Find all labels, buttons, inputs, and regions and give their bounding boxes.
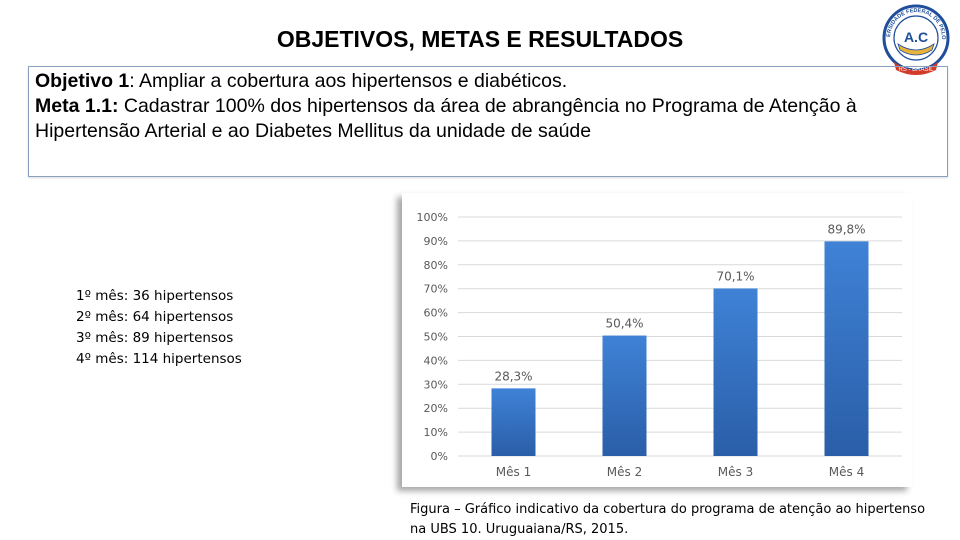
objective-box: Objetivo 1: Ampliar a cobertura aos hipe… <box>28 66 948 177</box>
y-tick-label: 30% <box>424 378 448 391</box>
figure-caption: Figura – Gráfico indicativo da cobertura… <box>410 502 926 537</box>
goal-label: Meta 1.1: <box>35 95 119 117</box>
goal-text: Cadastrar 100% dos hipertensos da área d… <box>35 95 857 142</box>
y-tick-label: 20% <box>424 402 448 415</box>
data-label: 70,1% <box>716 269 754 283</box>
logo-center-text: A.C <box>904 29 928 45</box>
monthly-count-item: 4º mês: 114 hipertensos <box>76 351 242 367</box>
bar <box>713 288 758 456</box>
y-tick-label: 70% <box>424 283 448 296</box>
monthly-count-item: 2º mês: 64 hipertensos <box>76 309 234 325</box>
chart-frame: 0% 10% 20% 30% 40% 50% 60% 70% 80% 90% 100% 28,3% Mê… <box>402 193 912 487</box>
goal-line: Meta 1.1: Cadastrar 100% dos hipertensos… <box>35 94 941 144</box>
y-tick-label: 90% <box>424 235 448 248</box>
x-tick-label: Mês 4 <box>829 465 864 479</box>
objective-text: : Ampliar a cobertura aos hipertensos e … <box>129 70 568 92</box>
objective-label: Objetivo 1 <box>35 70 130 92</box>
y-tick-label: 60% <box>424 307 448 320</box>
slide-title: OBJETIVOS, METAS E RESULTADOS <box>276 26 684 52</box>
y-tick-label: 10% <box>424 426 448 439</box>
x-tick-label: Mês 3 <box>718 465 753 479</box>
y-tick-label: 100% <box>417 211 448 224</box>
bar <box>824 241 869 456</box>
data-label: 28,3% <box>494 369 532 383</box>
y-tick-label: 50% <box>424 331 448 344</box>
x-tick-label: Mês 2 <box>607 465 642 479</box>
coverage-bar-chart: 0% 10% 20% 30% 40% 50% 60% 70% 80% 90% 100% 28,3% Mê… <box>417 211 902 479</box>
bar <box>602 335 647 456</box>
monthly-count-list: 1º mês: 36 hipertensos 2º mês: 64 hipert… <box>76 286 242 370</box>
objective-line: Objetivo 1: Ampliar a cobertura aos hipe… <box>35 69 941 94</box>
logo-bottom-text: RS - BRASIL <box>898 67 934 73</box>
x-tick-label: Mês 1 <box>496 465 531 479</box>
university-seal-icon: A.C RS - BRASIL UNIVERSIDADE FEDERAL DE … <box>874 4 950 75</box>
y-tick-label: 40% <box>424 354 448 367</box>
monthly-count-item: 3º mês: 89 hipertensos <box>76 330 234 346</box>
y-tick-label: 80% <box>424 259 448 272</box>
monthly-count-item: 1º mês: 36 hipertensos <box>76 288 234 304</box>
data-label: 89,8% <box>827 222 865 236</box>
data-label: 50,4% <box>605 317 643 331</box>
y-tick-label: 0% <box>431 450 448 463</box>
bar <box>491 388 536 456</box>
